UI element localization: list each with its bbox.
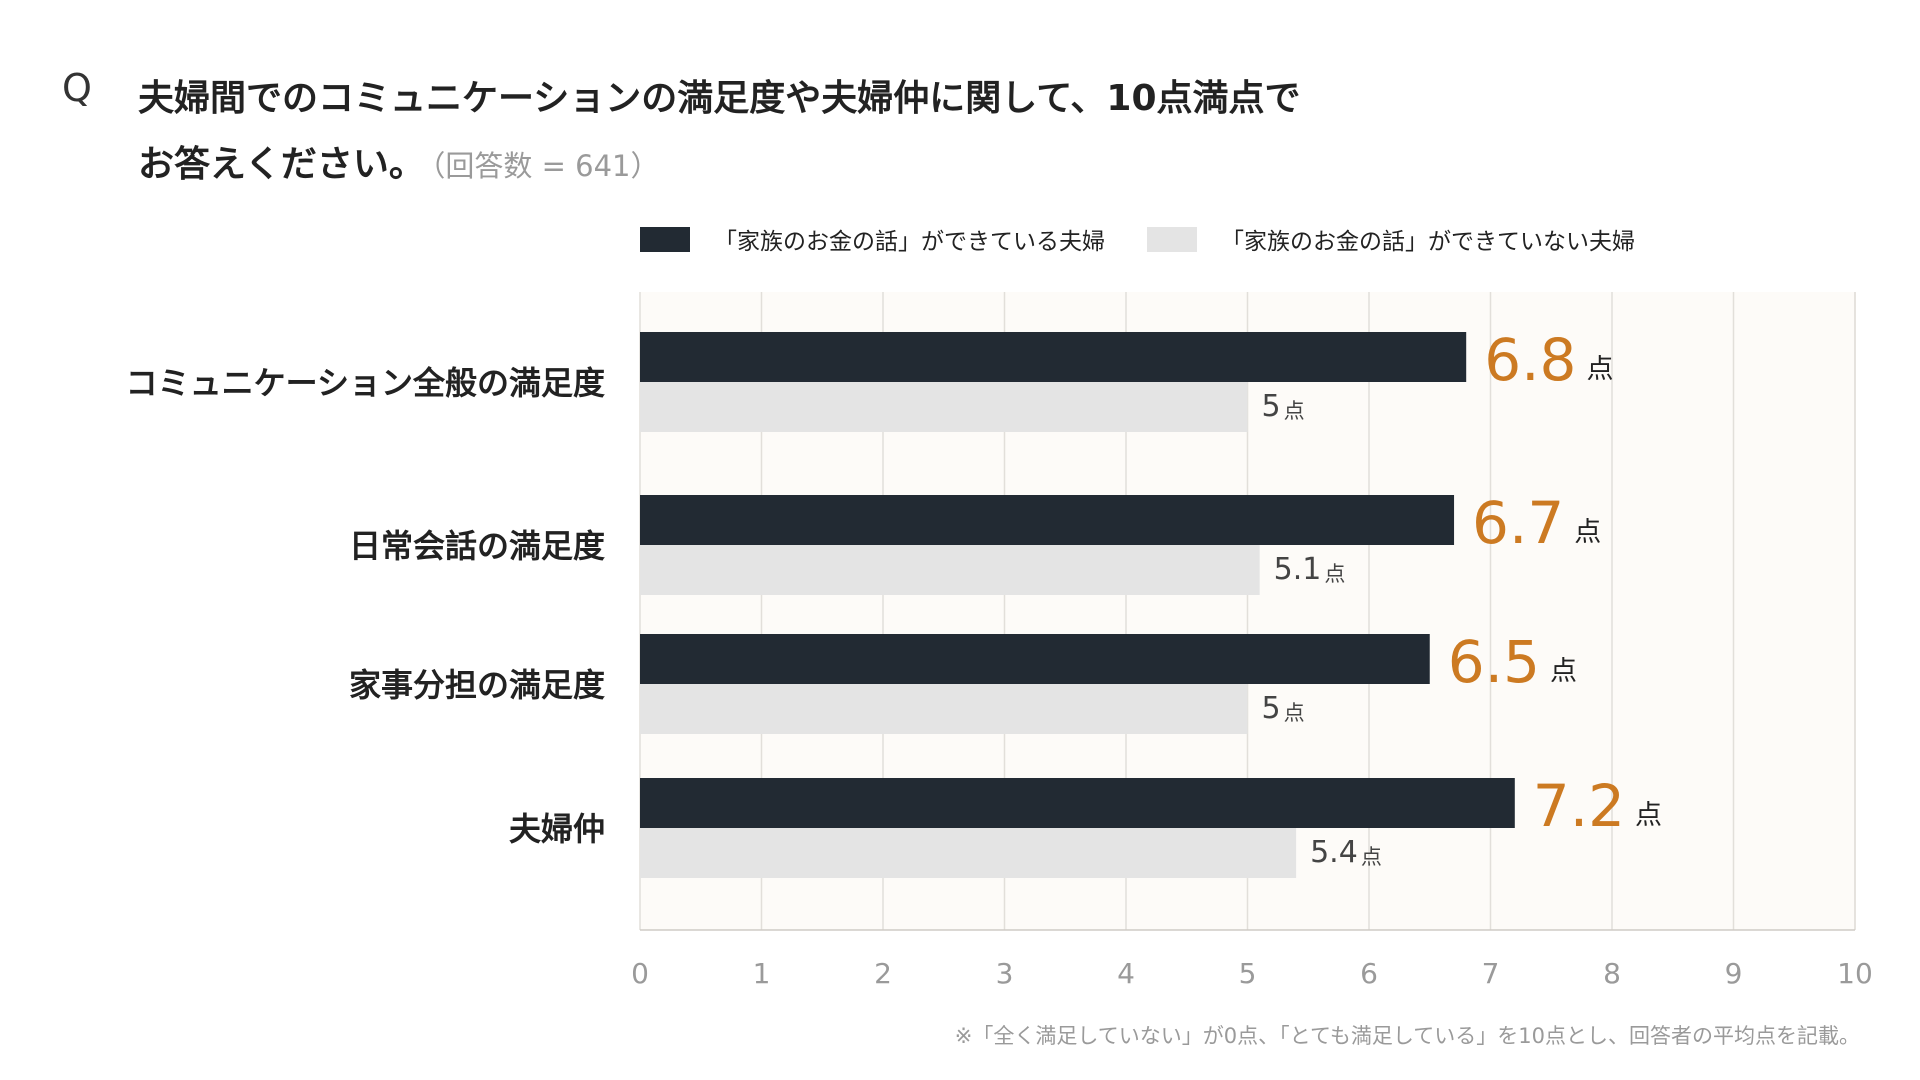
unit-label-not-talking-0: 点 [1284,399,1305,423]
question-mark: Q [62,66,92,110]
x-tick-label-4: 4 [1117,957,1135,990]
bar-talking-2 [640,634,1430,684]
value-label-talking-1: 6.7 [1472,489,1564,557]
legend-label-talking: 「家族のお金の話」ができている夫婦 [714,229,1105,255]
x-tick-label-10: 10 [1837,957,1873,990]
category-label-0: コミュニケーション全般の満足度 [126,364,605,402]
unit-label-not-talking-2: 点 [1284,701,1305,725]
category-label-2: 家事分担の満足度 [349,666,605,704]
unit-label-talking-0: 点 [1586,354,1613,385]
category-label-3: 夫婦仲 [509,810,605,848]
value-label-not-talking-0: 5 [1262,389,1281,424]
legend-item-not-talking: 「家族のお金の話」ができていない夫婦 [1147,222,1635,256]
bar-talking-3 [640,778,1515,828]
respondent-count: （回答数 = 641） [430,149,660,183]
unit-label-not-talking-3: 点 [1361,845,1382,869]
value-label-not-talking-1: 5.1 [1274,552,1322,587]
x-tick-label-8: 8 [1603,957,1621,990]
unit-label-talking-3: 点 [1635,800,1662,831]
x-tick-label-1: 1 [753,957,771,990]
unit-label-not-talking-1: 点 [1324,562,1345,586]
bar-not-talking-2 [640,684,1248,734]
legend-swatch-light [1147,226,1197,252]
bar-talking-0 [640,332,1467,382]
category-label-1: 日常会話の満足度 [349,527,605,565]
bar-not-talking-3 [640,828,1297,878]
chart-legend: 「家族のお金の話」ができている夫婦 「家族のお金の話」ができていない夫婦 [640,222,1677,256]
unit-label-talking-1: 点 [1574,517,1601,548]
x-tick-label-3: 3 [996,957,1014,990]
legend-swatch-dark [640,226,690,252]
question-line-1: 夫婦間でのコミュニケーションの満足度や夫婦仲に関して、10点満点で [138,78,1301,119]
x-tick-label-9: 9 [1725,957,1743,990]
x-tick-label-6: 6 [1360,957,1378,990]
value-label-talking-2: 6.5 [1448,628,1540,696]
x-tick-label-7: 7 [1482,957,1500,990]
question-title: 夫婦間でのコミュニケーションの満足度や夫婦仲に関して、10点満点で お答えくださ… [138,66,1301,199]
unit-label-talking-2: 点 [1550,656,1577,687]
bar-not-talking-0 [640,382,1248,432]
legend-label-not-talking: 「家族のお金の話」ができていない夫婦 [1221,229,1635,255]
question-line-2-text: お答えください。 [138,144,425,185]
footnote: ※「全く満足していない」が0点、「とても満足している」を10点とし、回答者の平均… [954,1024,1860,1048]
value-label-not-talking-3: 5.4 [1310,835,1358,870]
bar-talking-1 [640,495,1455,545]
bar-not-talking-1 [640,545,1260,595]
question-line-2: お答えください。 （回答数 = 641） [138,132,1301,199]
legend-item-talking: 「家族のお金の話」ができている夫婦 [640,222,1105,256]
x-tick-label-0: 0 [631,957,649,990]
value-label-talking-0: 6.8 [1484,326,1576,394]
x-tick-label-2: 2 [874,957,892,990]
value-label-not-talking-2: 5 [1262,691,1281,726]
value-label-talking-3: 7.2 [1533,772,1625,840]
x-tick-label-5: 5 [1239,957,1257,990]
